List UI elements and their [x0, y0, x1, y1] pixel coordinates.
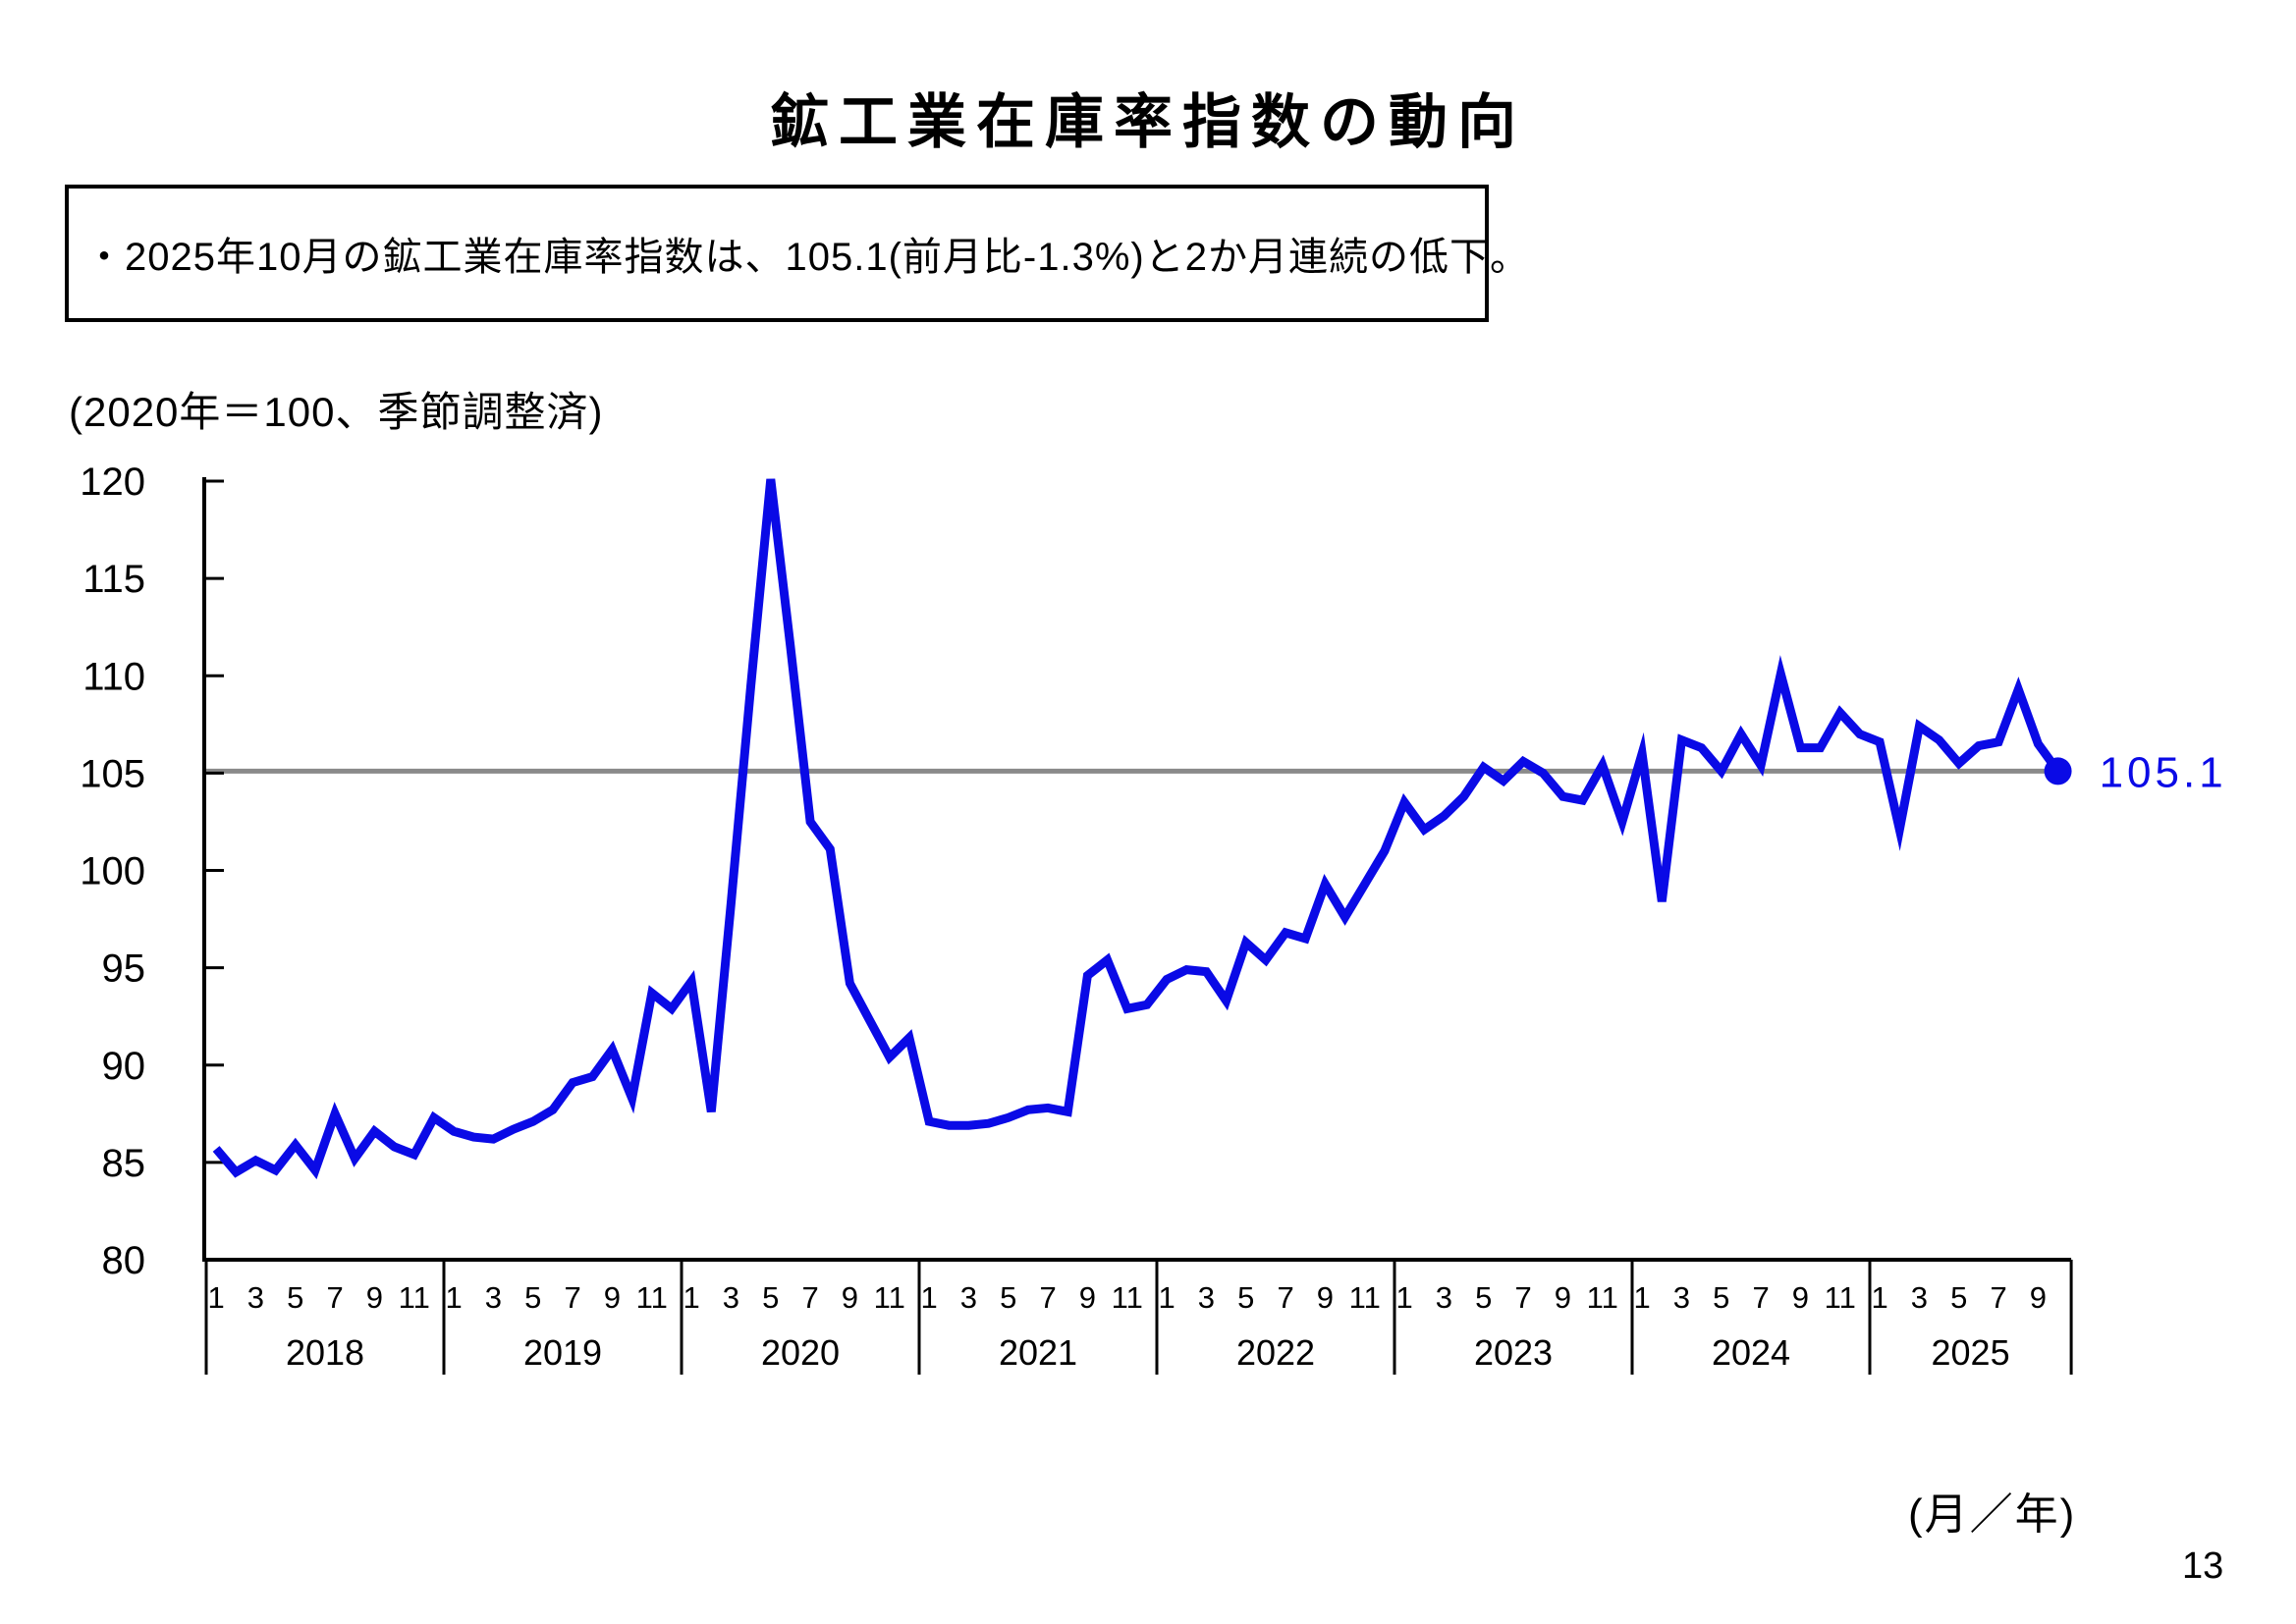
y-tick-label: 100: [80, 850, 145, 893]
month-tick-label: 1: [445, 1280, 462, 1315]
month-tick-label: 7: [801, 1280, 818, 1315]
month-tick-label: 11: [636, 1280, 668, 1315]
latest-point: [2044, 757, 2072, 785]
y-tick-label: 115: [82, 558, 145, 601]
month-tick-label: 5: [762, 1280, 779, 1315]
y-tick-label: 85: [102, 1142, 146, 1185]
year-label: 2020: [761, 1332, 840, 1373]
month-tick-label: 3: [485, 1280, 502, 1315]
month-tick-label: 9: [366, 1280, 383, 1315]
month-tick-label: 1: [207, 1280, 224, 1315]
y-axis-unit-note: (2020年＝100、季節調整済): [69, 389, 604, 435]
year-label: 2018: [286, 1332, 364, 1373]
y-tick-label: 80: [102, 1239, 146, 1282]
month-tick-label: 7: [564, 1280, 580, 1315]
month-tick-label: 5: [287, 1280, 303, 1315]
month-tick-label: 3: [1436, 1280, 1452, 1315]
x-axis-note: (月／年): [1908, 1490, 2077, 1539]
year-label: 2022: [1236, 1332, 1315, 1373]
month-tick-label: 7: [1990, 1280, 2006, 1315]
month-tick-label: 11: [1825, 1280, 1856, 1315]
month-tick-label: 11: [874, 1280, 905, 1315]
y-tick-label: 120: [80, 460, 145, 504]
month-tick-label: 3: [1673, 1280, 1690, 1315]
summary-box: ・2025年10月の鉱工業在庫率指数は、105.1(前月比-1.3%)と2か月連…: [65, 185, 1529, 322]
y-tick-label: 110: [82, 655, 145, 698]
month-tick-label: 11: [1587, 1280, 1618, 1315]
y-axis: 80 85 90 95 100 105 110 115 120: [80, 460, 224, 1282]
month-tick-label: 1: [1395, 1280, 1412, 1315]
month-tick-label: 7: [1752, 1280, 1769, 1315]
page-number: 13: [2182, 1545, 2224, 1587]
page-title: 鉱工業在庫率指数の動向: [770, 89, 1526, 155]
month-tick-label: 3: [247, 1280, 264, 1315]
month-tick-label: 9: [1555, 1280, 1571, 1315]
year-label: 2019: [523, 1332, 602, 1373]
month-tick-label: 3: [960, 1280, 977, 1315]
index-line: [212, 478, 2062, 1180]
month-tick-label: 1: [683, 1280, 699, 1315]
month-tick-label: 1: [1158, 1280, 1175, 1315]
month-tick-label: 5: [1475, 1280, 1492, 1315]
year-label: 2024: [1712, 1332, 1790, 1373]
month-tick-label: 5: [1237, 1280, 1254, 1315]
month-tick-label: 11: [399, 1280, 430, 1315]
y-tick-label: 105: [80, 752, 145, 795]
month-tick-label: 7: [1039, 1280, 1056, 1315]
summary-bullet-text: ・2025年10月の鉱工業在庫率指数は、105.1(前月比-1.3%)と2か月連…: [84, 236, 1530, 279]
month-tick-label: 5: [524, 1280, 541, 1315]
month-tick-label: 9: [842, 1280, 858, 1315]
month-tick-label: 11: [1349, 1280, 1381, 1315]
month-tick-label: 9: [604, 1280, 621, 1315]
month-tick-label: 5: [1713, 1280, 1729, 1315]
month-tick-label: 3: [1911, 1280, 1928, 1315]
y-tick-label: 90: [102, 1045, 146, 1088]
month-tick-label: 9: [2030, 1280, 2047, 1315]
month-tick-label: 5: [1950, 1280, 1967, 1315]
latest-value-label: 105.1: [2100, 748, 2227, 796]
month-tick-label: 11: [1112, 1280, 1143, 1315]
month-tick-label: 9: [1079, 1280, 1096, 1315]
month-tick-label: 5: [1000, 1280, 1016, 1315]
month-tick-label: 1: [920, 1280, 937, 1315]
month-tick-label: 1: [1633, 1280, 1650, 1315]
month-tick-label: 1: [1871, 1280, 1887, 1315]
month-tick-label: 7: [1514, 1280, 1531, 1315]
month-tick-label: 7: [1277, 1280, 1293, 1315]
y-tick-label: 95: [102, 947, 146, 991]
month-tick-label: 3: [723, 1280, 739, 1315]
year-label: 2021: [999, 1332, 1077, 1373]
year-label: 2025: [1932, 1332, 2010, 1373]
month-tick-label: 9: [1792, 1280, 1809, 1315]
month-tick-label: 7: [326, 1280, 343, 1315]
year-label: 2023: [1474, 1332, 1553, 1373]
month-tick-label: 3: [1198, 1280, 1215, 1315]
month-tick-label: 9: [1317, 1280, 1334, 1315]
